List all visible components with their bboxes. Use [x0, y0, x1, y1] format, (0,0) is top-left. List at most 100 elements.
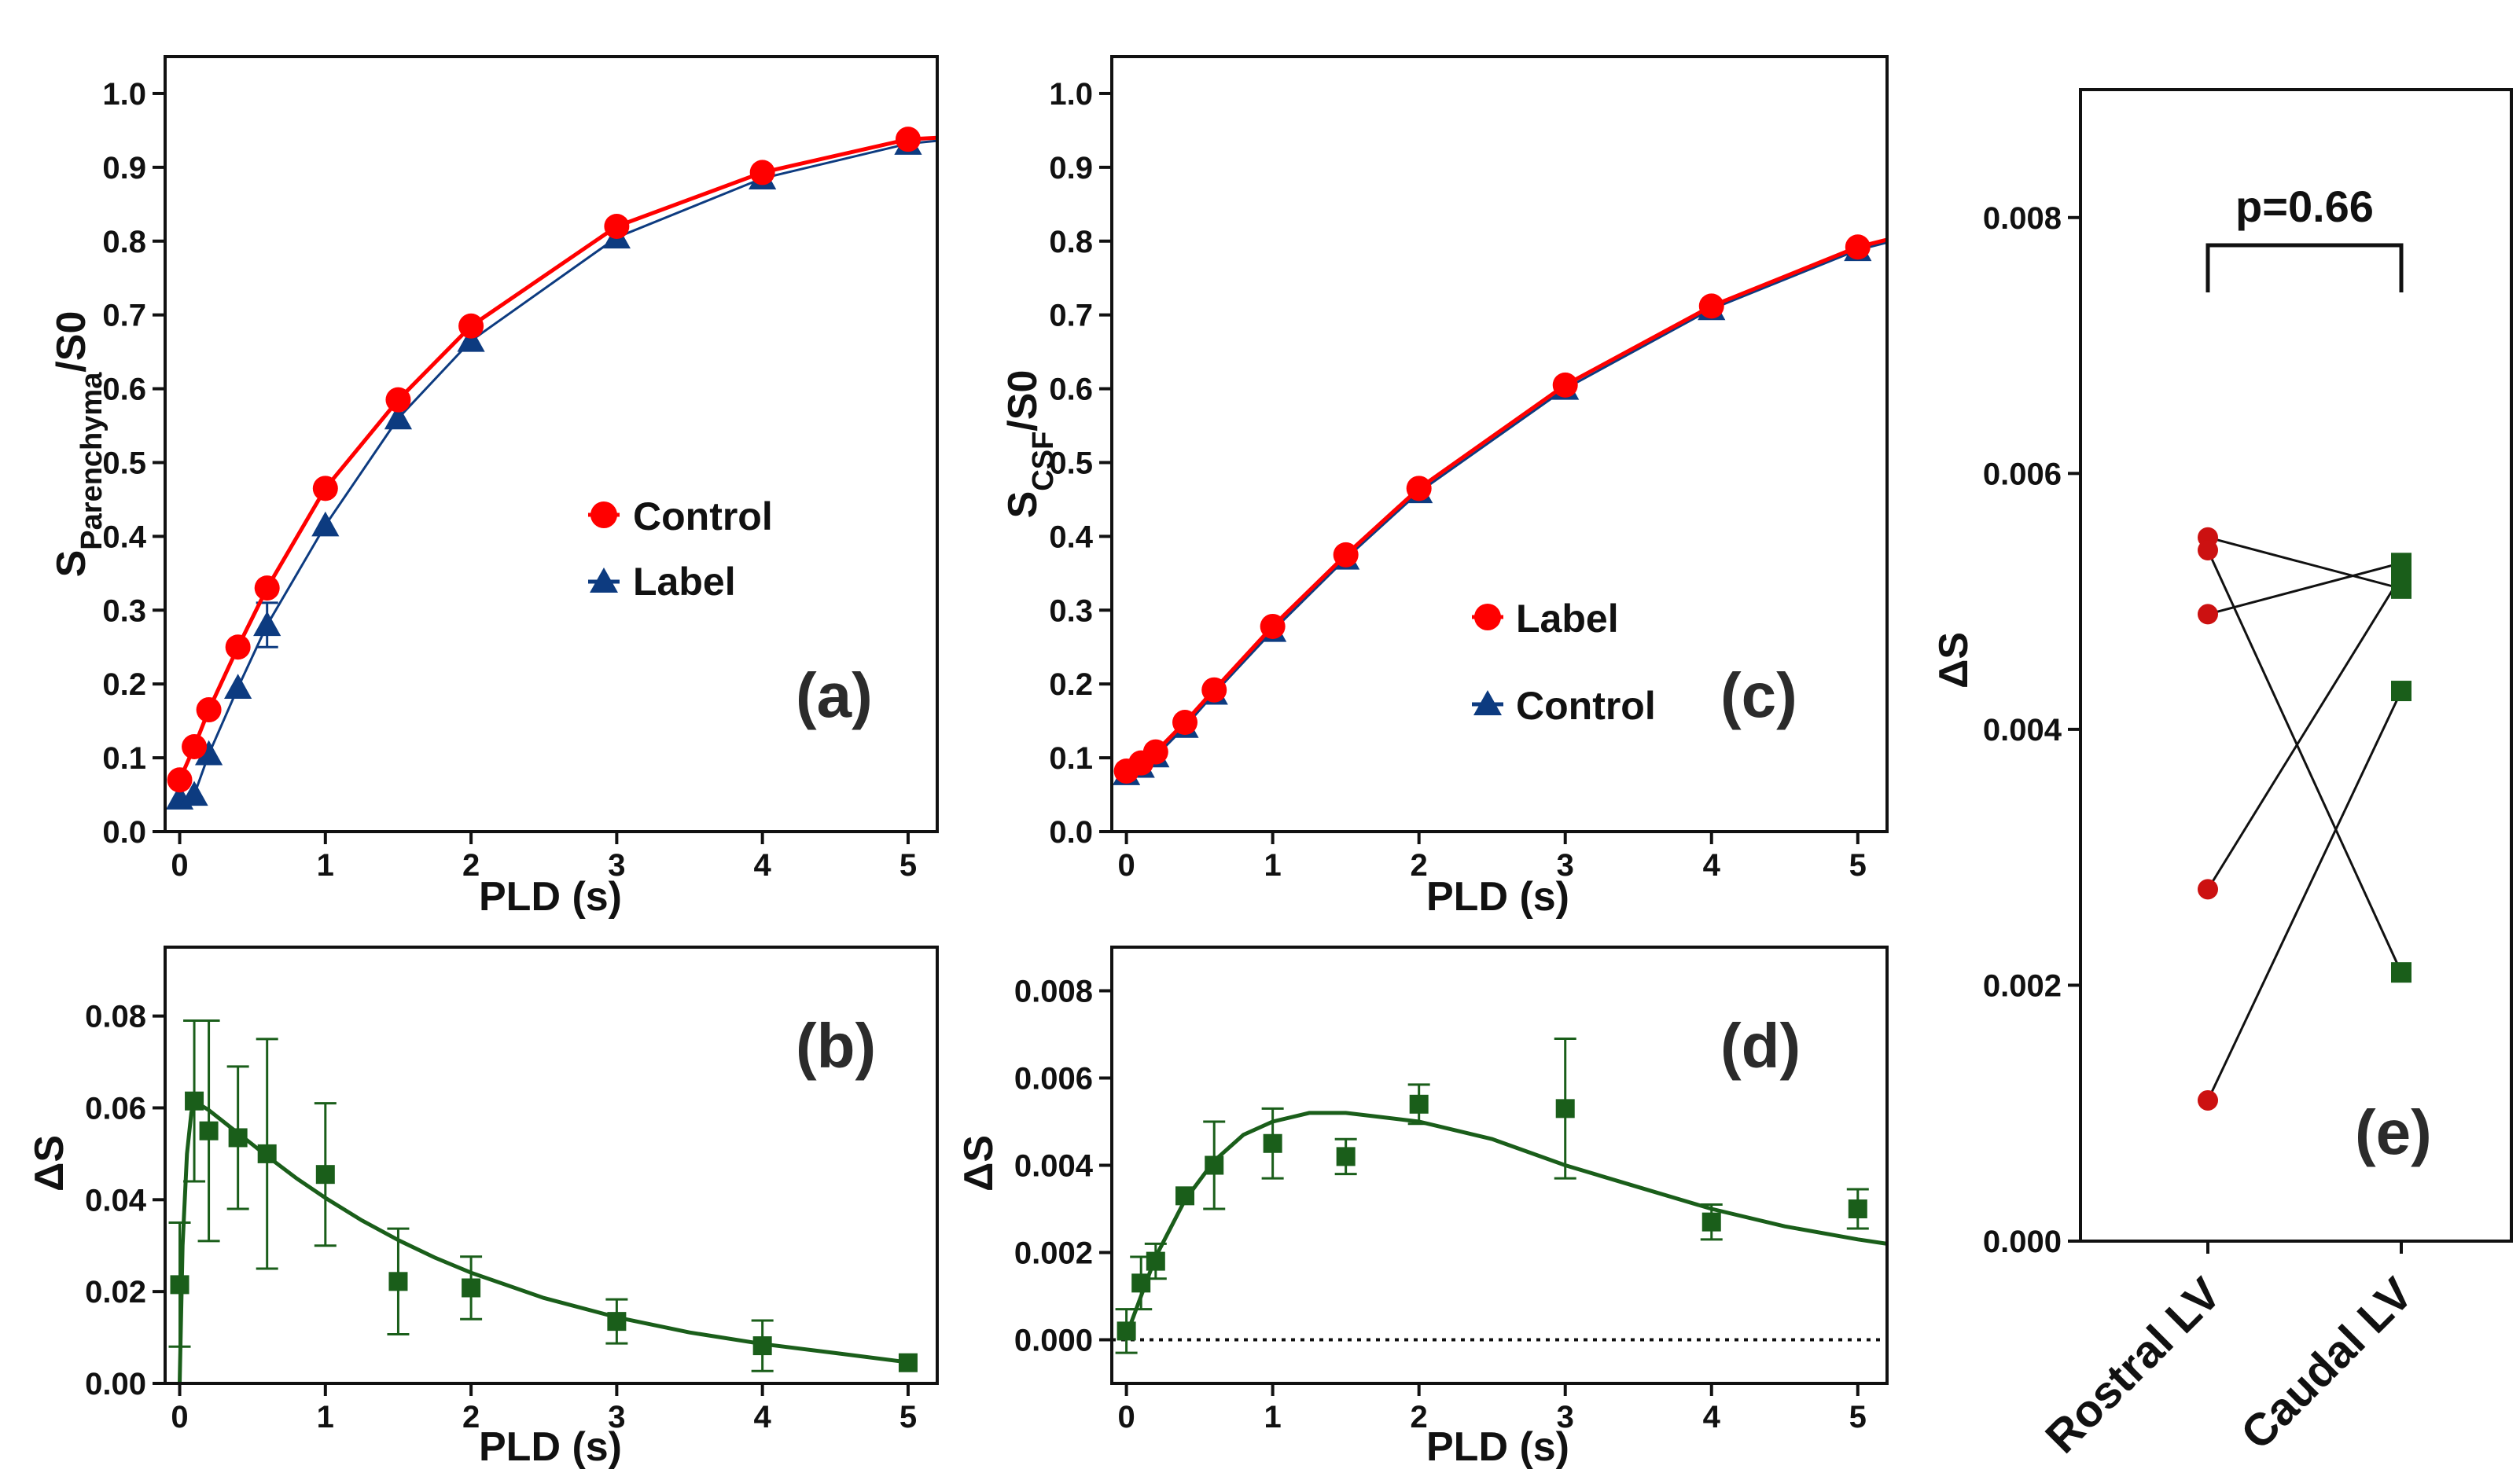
ytick-label-a-9: 0.9 [102, 151, 146, 186]
panel-d-ticks: 0.000 0.002 0.004 0.006 0.008 0 1 2 3 4 5 [1014, 975, 1867, 1435]
point-c-0-8 [1552, 372, 1578, 398]
point-a-1-1 [180, 781, 208, 806]
point-a-1-3 [224, 674, 252, 699]
panel-e-frame [2079, 88, 2513, 1243]
panel-e-ticks: 0.000 0.002 0.004 0.006 0.008 [1983, 201, 2403, 1259]
point-d-2 [1146, 1251, 1165, 1271]
panel-a-tag: (a) [796, 660, 873, 730]
ytick-label-d-3: 0.006 [1014, 1062, 1093, 1096]
ytick-label-a-3: 0.3 [102, 593, 146, 628]
panel-c-series [1113, 234, 1888, 785]
caudal-point-3 [2391, 565, 2411, 586]
xtick-label-a-1: 1 [317, 848, 334, 883]
legend-label-marker [590, 568, 618, 593]
significance-pvalue: p=0.66 [2235, 182, 2374, 231]
panel-c-frame [1110, 55, 1889, 833]
rostral-point-4 [2198, 1089, 2218, 1111]
xtick-label-d-4: 4 [1703, 1400, 1721, 1434]
point-b-10 [898, 1353, 918, 1372]
point-b-1 [185, 1091, 204, 1111]
point-a-0-5 [312, 476, 338, 501]
point-a-1-6 [384, 404, 413, 430]
ytick-label-b-0: 0.00 [85, 1367, 146, 1401]
point-b-6 [388, 1272, 408, 1291]
significance-bracket [2205, 243, 2404, 292]
xtick-label-a-5: 5 [899, 848, 917, 883]
panel-c-legend: Label Control [1472, 597, 1656, 728]
panel-d-tag: (d) [1720, 1011, 1801, 1081]
ytick-label-e-0: 0.000 [1983, 1225, 2062, 1259]
ytick-label-e-2: 0.004 [1983, 713, 2062, 748]
xtick-label-d-1: 1 [1264, 1400, 1282, 1434]
point-d-9 [1701, 1212, 1721, 1232]
point-a-1-4 [253, 611, 281, 637]
ytick-label-a-6: 0.6 [102, 373, 146, 407]
point-b-5 [315, 1165, 335, 1185]
category-label-rostral: Rostral LV [2036, 1268, 2231, 1463]
xtick-label-b-0: 0 [171, 1400, 188, 1434]
point-d-1 [1131, 1273, 1151, 1293]
panel-d-xlabel: PLD (s) [1426, 1424, 1569, 1470]
xtick-label-c-4: 4 [1703, 848, 1721, 883]
panel-a-ticks: 0.0 0.1 0.2 0.3 0.4 0.5 0.6 0.7 0.8 0.9 1.0 0 1 2 3 4 5 [102, 77, 917, 883]
panel-b-xlabel: PLD (s) [479, 1424, 622, 1470]
xtick-label-a-4: 4 [754, 848, 772, 883]
ytick-label-c-7: 0.7 [1049, 299, 1093, 333]
ytick-label-c-0: 0.0 [1049, 815, 1093, 850]
point-b-2 [199, 1121, 219, 1141]
ytick-label-a-0: 0.0 [102, 815, 146, 850]
panel-e-series [2198, 527, 2411, 1111]
ytick-label-c-6: 0.6 [1049, 373, 1093, 407]
panel-c: 0.00.10.20.30.40.50.60.70.80.91.00 1 2 3 4 5 … [1000, 55, 1889, 920]
panel-d-series [1112, 1038, 1888, 1354]
point-a-0-6 [385, 387, 411, 413]
point-d-4 [1205, 1155, 1224, 1175]
point-d-3 [1175, 1186, 1195, 1206]
ytick-label-c-10: 1.0 [1049, 77, 1093, 112]
xtick-label-a-2: 2 [462, 848, 480, 883]
ytick-label-c-8: 0.8 [1049, 225, 1093, 259]
rostral-point-1 [2198, 540, 2218, 560]
rostral-point-2 [2198, 604, 2218, 625]
caudal-point-4 [2391, 681, 2411, 702]
xtick-label-b-1: 1 [317, 1400, 334, 1434]
ytick-label-c-2: 0.2 [1049, 667, 1093, 702]
panel-e-ylabel: ΔS [1931, 632, 1977, 689]
point-a-0-1 [182, 734, 208, 760]
ytick-label-a-8: 0.8 [102, 225, 146, 259]
xtick-label-d-0: 0 [1117, 1400, 1135, 1434]
point-c-0-10 [1845, 234, 1871, 260]
ytick-label-b-2: 0.04 [85, 1183, 147, 1218]
ytick-label-d-4: 0.008 [1014, 975, 1093, 1009]
panel-a-frame [164, 55, 939, 833]
panel-d-ylabel: ΔS [956, 1135, 1002, 1192]
legend-control-marker [590, 501, 617, 528]
ytick-label-e-4: 0.008 [1983, 201, 2062, 236]
panel-c-xlabel: PLD (s) [1426, 874, 1569, 920]
point-d-8 [1555, 1099, 1575, 1119]
pair-line-1 [2206, 549, 2403, 973]
panel-d-frame [1110, 946, 1889, 1385]
panel-b-ticks: 0.00 0.02 0.04 0.06 0.08 0 1 2 3 4 5 [85, 1000, 917, 1434]
ytick-label-d-0: 0.000 [1014, 1324, 1093, 1358]
ytick-label-b-3: 0.06 [85, 1091, 146, 1126]
point-b-0 [170, 1275, 189, 1295]
point-d-0 [1117, 1321, 1136, 1341]
point-a-0-0 [167, 767, 193, 793]
point-b-7 [462, 1278, 481, 1298]
ytick-label-c-5: 0.5 [1049, 446, 1093, 480]
point-c-0-3 [1172, 710, 1198, 736]
panel-b-frame [164, 946, 939, 1385]
xtick-label-b-3: 3 [608, 1400, 625, 1434]
point-a-1-2 [194, 740, 223, 766]
ytick-label-d-1: 0.002 [1014, 1236, 1093, 1271]
ytick-label-e-3: 0.006 [1983, 457, 2062, 491]
panel-e-tag: (e) [2355, 1097, 2432, 1167]
panel-b-ylabel: ΔS [27, 1135, 72, 1192]
ytick-label-a-5: 0.5 [102, 446, 146, 480]
xtick-label-c-1: 1 [1264, 848, 1282, 883]
point-b-4 [257, 1144, 277, 1163]
point-c-0-9 [1698, 293, 1724, 319]
